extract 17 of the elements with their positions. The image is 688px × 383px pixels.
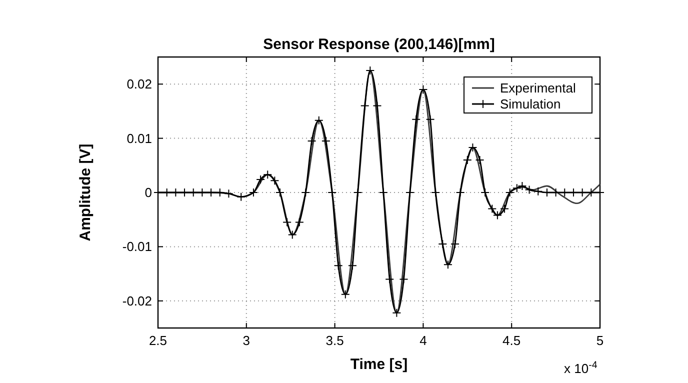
y-tick-label: 0.01	[126, 130, 152, 146]
x-tick-label: 5	[596, 333, 604, 348]
legend-label: Experimental	[500, 80, 576, 96]
y-tick-label: 0.02	[126, 76, 152, 92]
x-tick-label: 4	[420, 333, 427, 348]
x-tick-label: 2.5	[148, 333, 168, 348]
y-tick-label: -0.02	[122, 293, 152, 308]
x-tick-label: 4.5	[502, 333, 521, 348]
x-tick-label: 3	[242, 333, 250, 348]
legend-label: Simulation	[500, 96, 561, 112]
chart-title: Sensor Response (200,146)[mm]	[263, 36, 495, 53]
x-tick-label: 3.5	[326, 333, 344, 348]
y-tick-label: 0	[144, 185, 152, 200]
y-tick-label: -0.01	[122, 239, 152, 254]
x-axis-title: Time [s]	[350, 356, 408, 373]
text: x 10$^{-4}$	[564, 360, 598, 376]
y-axis-title: Amplitude [V]	[77, 144, 94, 242]
